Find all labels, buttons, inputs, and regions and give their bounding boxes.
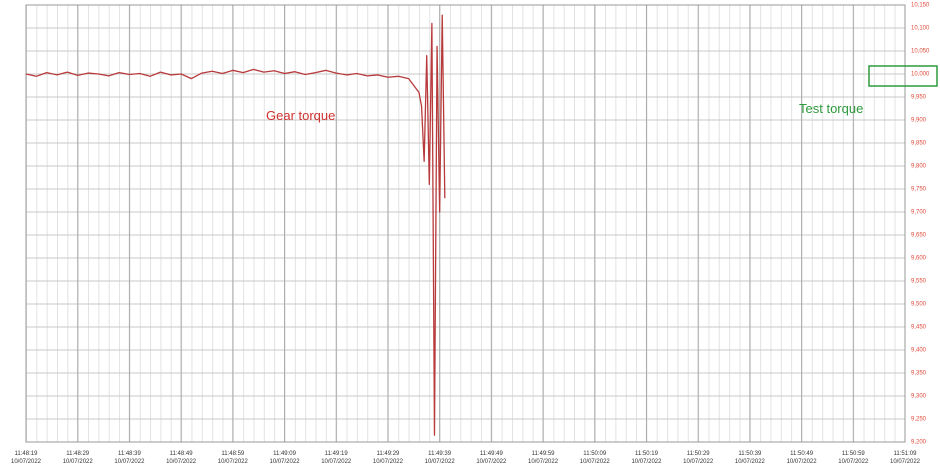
y-tick-label: 9,400 [911,348,927,354]
y-tick-label: 9,700 [911,210,927,216]
y-tick-label: 9,850 [911,141,927,147]
test-torque-box [868,65,938,87]
y-tick-label: 9,350 [911,371,927,377]
y-tick-label: 10,100 [911,26,930,32]
x-tick-label: 11:49:09 [273,451,297,457]
x-tick-date: 10/07/2022 [114,459,145,465]
y-tick-label: 10,050 [911,49,930,55]
x-tick-date: 10/07/2022 [373,459,404,465]
x-tick-label: 11:48:49 [170,451,194,457]
x-tick-date: 10/07/2022 [218,459,249,465]
x-tick-label: 11:49:49 [480,451,504,457]
x-tick-date: 10/07/2022 [838,459,869,465]
x-tick-label: 11:49:19 [325,451,349,457]
minor-grid [26,5,905,442]
plot-frame [25,4,906,443]
y-tick-label: 9,950 [911,95,927,101]
x-tick-date: 10/07/2022 [166,459,197,465]
y-tick-label: 9,600 [911,256,927,262]
x-tick-date: 10/07/2022 [890,459,921,465]
x-tick-label: 11:51:09 [894,451,918,457]
y-tick-label: 10,150 [911,3,930,9]
x-tick-date: 10/07/2022 [528,459,559,465]
x-tick-label: 11:49:29 [376,451,400,457]
y-tick-label: 10,000 [911,72,930,78]
x-tick-label: 11:48:39 [118,451,142,457]
labels: 9,200 9,250 9,300 9,350 9,400 9,450 9,500 9,550… [11,3,930,465]
y-tick-label: 9,250 [911,417,927,423]
x-tick-date: 10/07/2022 [63,459,94,465]
y-tick-label: 9,550 [911,279,927,285]
x-tick-date: 10/07/2022 [270,459,301,465]
marks [25,14,446,436]
x-tick-label: 11:49:39 [428,451,452,457]
x-tick-date: 10/07/2022 [787,459,818,465]
x-tick-date: 10/07/2022 [11,459,42,465]
series-line [25,14,446,436]
x-tick-date: 10/07/2022 [735,459,766,465]
y-tick-label: 9,900 [911,118,927,124]
annotation: Test torque [799,101,863,116]
y-tick-label: 9,800 [911,164,927,170]
x-tick-label: 11:50:59 [842,451,866,457]
x-tick-date: 10/07/2022 [580,459,611,465]
x-tick-label: 11:50:39 [738,451,762,457]
x-tick-label: 11:50:49 [790,451,814,457]
y-tick-label: 9,650 [911,233,927,239]
x-tick-date: 10/07/2022 [683,459,714,465]
x-tick-label: 11:50:29 [687,451,711,457]
x-tick-label: 11:48:59 [221,451,245,457]
x-tick-label: 11:50:19 [635,451,659,457]
annotation: Gear torque [266,108,335,123]
x-tick-date: 10/07/2022 [425,459,456,465]
x-tick-date: 10/07/2022 [321,459,352,465]
y-tick-label: 9,450 [911,325,927,331]
x-tick-date: 10/07/2022 [476,459,507,465]
x-tick-label: 11:49:59 [532,451,556,457]
y-tick-label: 9,200 [911,440,927,446]
y-tick-label: 9,750 [911,187,927,193]
x-tick-label: 11:48:29 [66,451,90,457]
y-tick-label: 9,300 [911,394,927,400]
x-tick-label: 11:48:19 [15,451,39,457]
y-tick-label: 9,500 [911,302,927,308]
x-tick-label: 11:50:09 [583,451,607,457]
x-tick-date: 10/07/2022 [631,459,662,465]
